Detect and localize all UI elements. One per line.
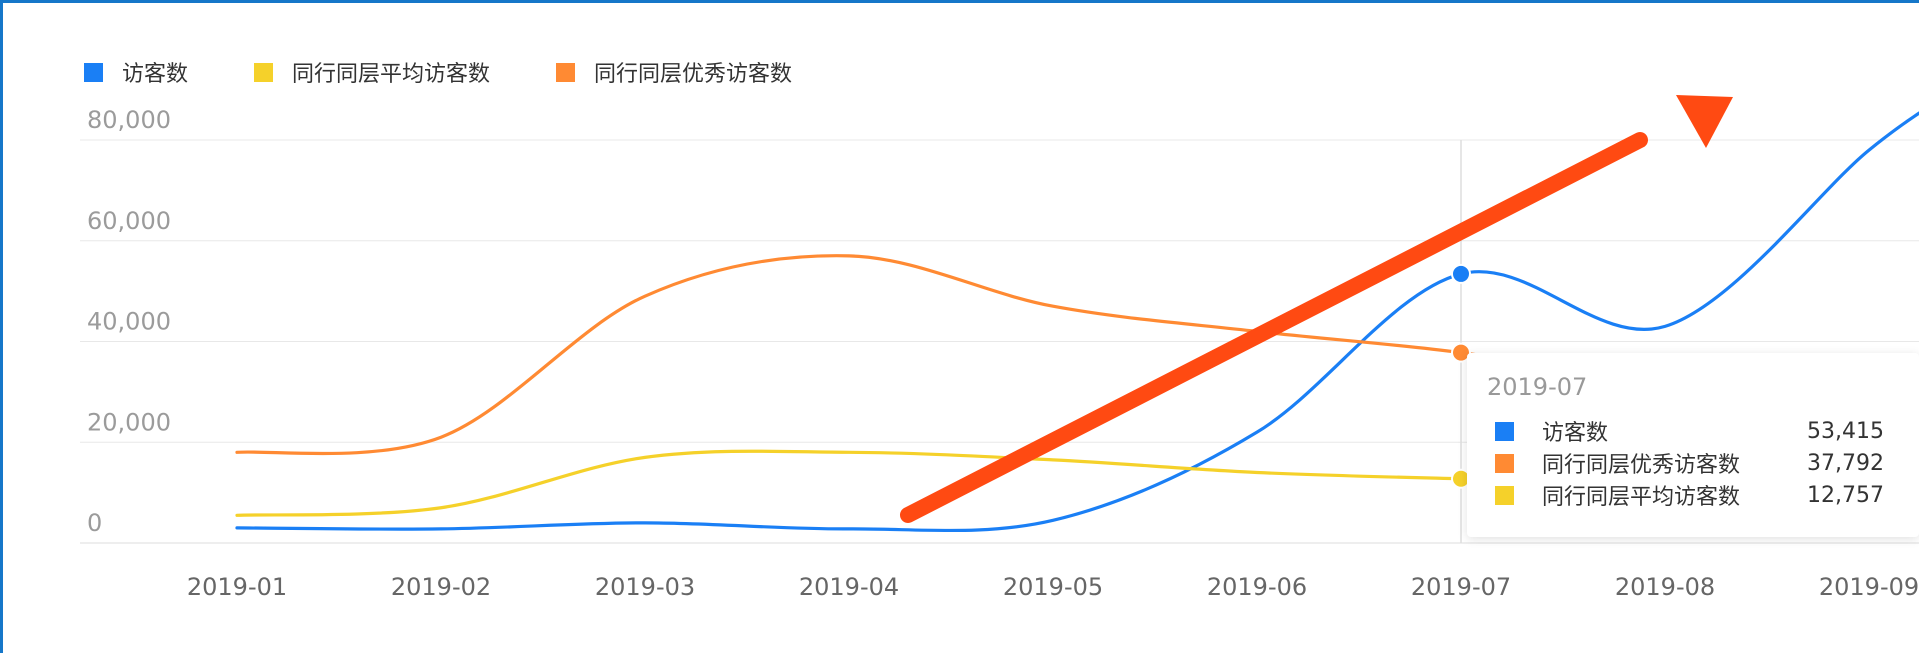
x-axis-ticks: 2019-01 2019-02 2019-03 2019-04 2019-05 2019-… <box>187 573 1919 601</box>
x-tick-label: 2019-09 <box>1819 573 1919 601</box>
tooltip-row-peer-excellent: 同行同层优秀访客数 37,792 <box>1487 447 1899 479</box>
legend-swatch-peer-excellent <box>556 62 576 82</box>
annotation-arrow <box>900 95 1733 523</box>
arrow-head <box>1676 95 1733 148</box>
x-tick-label: 2019-02 <box>391 573 491 601</box>
tooltip-value-visitors: 53,415 <box>1807 418 1884 444</box>
legend-label-peer-excellent: 同行同层优秀访客数 <box>594 62 793 87</box>
y-axis-ticks: 0 20,000 40,000 60,000 80,000 <box>87 106 171 537</box>
series-line-visitors <box>235 111 1919 533</box>
legend-item-visitors[interactable]: 访客数 <box>84 56 188 88</box>
x-tick-label: 2019-04 <box>799 573 899 601</box>
legend-item-peer-avg[interactable]: 同行同层平均访客数 <box>254 56 490 88</box>
tooltip-swatch-peer-avg <box>1495 485 1514 505</box>
tooltip-label-peer-avg: 同行同层平均访客数 <box>1542 485 1741 510</box>
tooltip: 2019-07 访客数 53,415 同行同层优秀访客数 37,792 同行同层… <box>1467 353 1919 537</box>
x-tick-label: 2019-07 <box>1411 573 1511 601</box>
tooltip-row-visitors: 访客数 53,415 <box>1487 415 1899 447</box>
y-tick-label: 60,000 <box>87 207 171 235</box>
x-tick-label: 2019-06 <box>1207 573 1307 601</box>
x-tick-label: 2019-05 <box>1003 573 1103 601</box>
legend-item-peer-excellent[interactable]: 同行同层优秀访客数 <box>556 56 792 88</box>
x-tick-label: 2019-01 <box>187 573 287 601</box>
y-tick-label: 20,000 <box>87 408 171 436</box>
legend-swatch-visitors <box>84 62 103 82</box>
tooltip-value-peer-excellent: 37,792 <box>1807 450 1884 476</box>
tooltip-swatch-peer-excellent <box>1495 453 1514 473</box>
x-tick-label: 2019-08 <box>1615 573 1715 601</box>
y-tick-label: 0 <box>87 509 102 537</box>
arrow-shaft <box>900 132 1648 523</box>
tooltip-label-peer-excellent: 同行同层优秀访客数 <box>1542 453 1741 478</box>
legend-label-peer-avg: 同行同层平均访客数 <box>292 62 491 87</box>
y-tick-label: 40,000 <box>87 308 171 336</box>
tooltip-title: 2019-07 <box>1487 373 1588 401</box>
tooltip-row-peer-avg: 同行同层平均访客数 12,757 <box>1487 479 1899 511</box>
legend: 访客数 同行同层平均访客数 同行同层优秀访客数 <box>84 56 858 88</box>
tooltip-value-peer-avg: 12,757 <box>1807 482 1884 508</box>
tooltip-label-visitors: 访客数 <box>1542 421 1609 446</box>
tooltip-swatch-visitors <box>1495 421 1514 441</box>
x-tick-label: 2019-03 <box>595 573 695 601</box>
legend-swatch-peer-avg <box>254 62 274 82</box>
legend-label-visitors: 访客数 <box>122 62 189 87</box>
marker-peer-excellent <box>1451 342 1471 363</box>
y-tick-label: 80,000 <box>87 106 171 134</box>
marker-visitors <box>1451 263 1471 284</box>
